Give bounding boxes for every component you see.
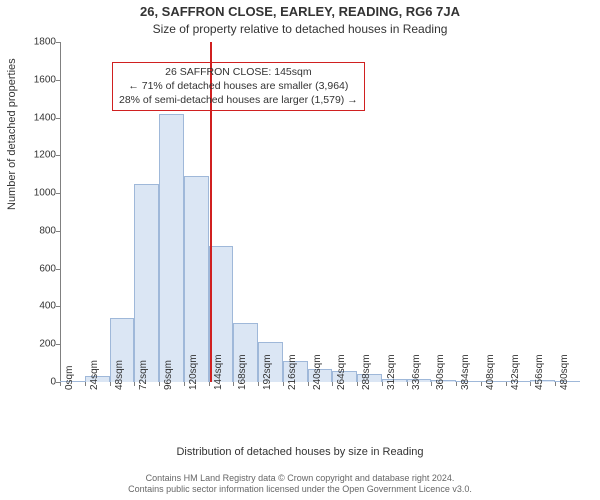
y-tick-label: 1800 (24, 37, 56, 48)
x-tick-label: 288sqm (361, 354, 363, 390)
x-tick-label: 192sqm (262, 354, 264, 390)
y-tick-label: 1000 (24, 188, 56, 199)
y-tick-mark (56, 269, 60, 270)
attribution-line2: Contains public sector information licen… (0, 484, 600, 496)
y-tick-label: 0 (24, 377, 56, 388)
annotation-line: ← 71% of detached houses are smaller (3,… (119, 80, 358, 94)
x-tick-mark (530, 382, 531, 386)
x-axis-label: Distribution of detached houses by size … (0, 446, 600, 458)
x-tick-label: 432sqm (510, 354, 512, 390)
y-tick-mark (56, 155, 60, 156)
chart-title-line1: 26, SAFFRON CLOSE, EARLEY, READING, RG6 … (0, 4, 600, 19)
y-tick-label: 1600 (24, 74, 56, 85)
y-tick-mark (56, 231, 60, 232)
y-tick-mark (56, 42, 60, 43)
x-tick-mark (431, 382, 432, 386)
plot-area: 020040060080010001200140016001800 0sqm24… (60, 42, 580, 382)
x-tick-label: 168sqm (237, 354, 239, 390)
y-tick-label: 200 (24, 339, 56, 350)
x-tick-mark (233, 382, 234, 386)
x-tick-mark (258, 382, 259, 386)
x-tick-mark (184, 382, 185, 386)
x-tick-mark (481, 382, 482, 386)
x-tick-label: 456sqm (534, 354, 536, 390)
x-tick-mark (506, 382, 507, 386)
histogram-bar (134, 184, 159, 382)
x-tick-label: 120sqm (188, 354, 190, 390)
x-tick-label: 48sqm (114, 360, 116, 390)
y-axis-label: Number of detached properties (6, 58, 18, 210)
x-tick-mark (382, 382, 383, 386)
annotation-line: 28% of semi-detached houses are larger (… (119, 94, 358, 108)
x-tick-label: 24sqm (89, 360, 91, 390)
y-tick-label: 800 (24, 225, 56, 236)
x-tick-mark (85, 382, 86, 386)
y-tick-mark (56, 118, 60, 119)
x-tick-label: 0sqm (64, 366, 66, 390)
histogram-bar (159, 114, 184, 382)
x-tick-mark (283, 382, 284, 386)
x-tick-mark (456, 382, 457, 386)
y-tick-label: 400 (24, 301, 56, 312)
x-tick-label: 408sqm (485, 354, 487, 390)
y-tick-label: 1200 (24, 150, 56, 161)
y-tick-label: 1400 (24, 112, 56, 123)
x-tick-label: 480sqm (559, 354, 561, 390)
x-tick-label: 72sqm (138, 360, 140, 390)
x-tick-label: 240sqm (312, 354, 314, 390)
x-tick-label: 384sqm (460, 354, 462, 390)
chart-title-line2: Size of property relative to detached ho… (0, 22, 600, 36)
chart-container: 26, SAFFRON CLOSE, EARLEY, READING, RG6 … (0, 0, 600, 500)
x-tick-mark (555, 382, 556, 386)
y-tick-mark (56, 80, 60, 81)
x-tick-mark (332, 382, 333, 386)
x-tick-mark (159, 382, 160, 386)
y-tick-label: 600 (24, 263, 56, 274)
annotation-line: 26 SAFFRON CLOSE: 145sqm (119, 66, 358, 80)
annotation-box: 26 SAFFRON CLOSE: 145sqm← 71% of detache… (112, 62, 365, 111)
attribution-line1: Contains HM Land Registry data © Crown c… (0, 473, 600, 485)
x-tick-mark (407, 382, 408, 386)
x-tick-mark (308, 382, 309, 386)
attribution: Contains HM Land Registry data © Crown c… (0, 473, 600, 496)
x-tick-label: 144sqm (213, 354, 215, 390)
x-tick-mark (357, 382, 358, 386)
x-tick-label: 96sqm (163, 360, 165, 390)
x-tick-label: 312sqm (386, 354, 388, 390)
x-tick-label: 216sqm (287, 354, 289, 390)
y-tick-mark (56, 306, 60, 307)
y-tick-mark (56, 344, 60, 345)
y-tick-mark (56, 193, 60, 194)
x-tick-mark (209, 382, 210, 386)
histogram-bar (184, 176, 209, 382)
x-tick-mark (60, 382, 61, 386)
x-tick-label: 336sqm (411, 354, 413, 390)
x-tick-label: 360sqm (435, 354, 437, 390)
x-tick-mark (110, 382, 111, 386)
x-tick-mark (134, 382, 135, 386)
x-tick-label: 264sqm (336, 354, 338, 390)
